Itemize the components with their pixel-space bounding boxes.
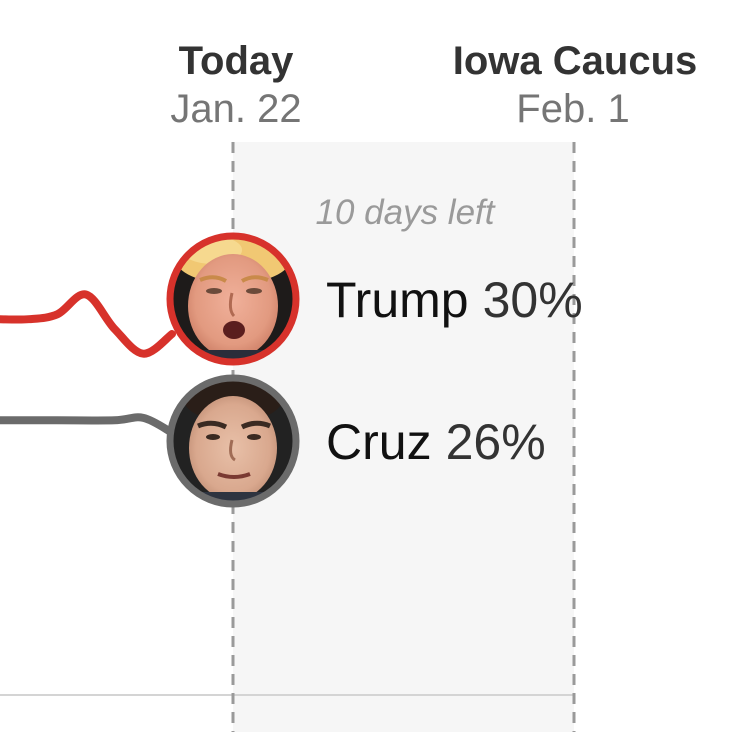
days-left-label: 10 days left [316,193,496,232]
caucus-label: Iowa Caucus [453,39,698,83]
cruz-name: Cruz [326,414,432,470]
trump-name: Trump [326,272,469,328]
trump-series-line [0,290,176,358]
cruz-portrait-icon [166,374,300,508]
today-label: Today [179,39,295,83]
trump-percent: 30% [483,272,583,328]
cruz-label: Cruz 26% [326,414,546,470]
cruz-percent: 26% [446,414,546,470]
trump-label: Trump 30% [326,272,583,328]
cruz-series-line [0,413,176,437]
trump-portrait-icon [166,232,300,366]
caucus-date: Feb. 1 [516,87,629,131]
today-date: Jan. 22 [170,87,301,131]
